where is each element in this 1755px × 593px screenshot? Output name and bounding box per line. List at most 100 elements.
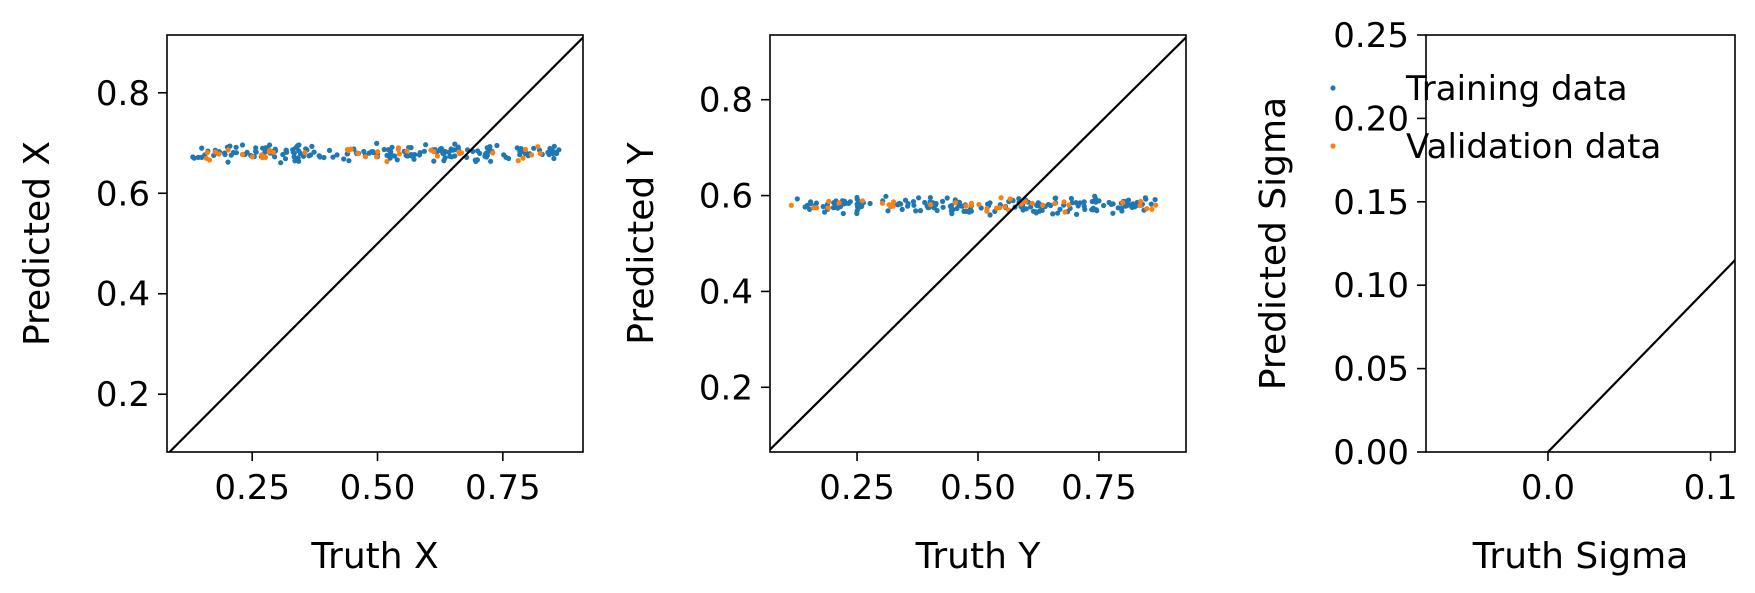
data-point — [404, 153, 411, 159]
identity-line — [1547, 259, 1735, 452]
y-tick-label: 0.25 — [1333, 16, 1409, 56]
data-point — [302, 150, 308, 156]
data-point — [1101, 202, 1107, 209]
data-point — [456, 149, 462, 155]
y-tick-label: 0.15 — [1333, 183, 1409, 223]
data-point — [477, 150, 483, 156]
data-point — [501, 152, 507, 158]
legend-marker — [1330, 143, 1336, 149]
data-point — [854, 201, 860, 207]
data-point — [239, 151, 245, 158]
data-point — [296, 158, 302, 164]
data-point — [311, 149, 317, 155]
data-point — [898, 201, 904, 207]
panel-2: 0.25 0.50 0.75 0.2 0.4 0.6 0.8 Truth Y Predicted… — [621, 34, 1187, 577]
identity-line — [770, 36, 1186, 451]
data-point — [952, 200, 959, 206]
data-point — [494, 142, 500, 149]
data-point — [490, 150, 496, 156]
data-point — [949, 211, 955, 217]
data-point — [1029, 200, 1035, 206]
data-point — [374, 140, 380, 146]
data-point — [267, 142, 273, 148]
series-validation-points — [788, 195, 1159, 215]
y-tick-label: 0.8 — [699, 81, 753, 121]
data-point — [826, 198, 832, 204]
data-point — [998, 195, 1004, 201]
data-point — [807, 201, 814, 207]
data-point — [362, 154, 369, 160]
y-tick-label: 0.4 — [699, 272, 753, 312]
data-point — [522, 146, 529, 153]
data-point — [1120, 200, 1126, 206]
data-point — [431, 158, 437, 164]
data-point — [520, 155, 526, 161]
data-point — [976, 201, 982, 208]
data-point — [1068, 195, 1074, 202]
x-tick-label: 0.50 — [340, 468, 416, 508]
data-point — [1002, 204, 1008, 210]
data-point — [404, 148, 410, 154]
data-point — [1052, 200, 1058, 207]
data-point — [228, 152, 234, 158]
data-point — [854, 194, 860, 201]
data-point — [1142, 195, 1148, 201]
data-point — [1033, 210, 1039, 216]
data-point — [447, 153, 453, 159]
data-point — [309, 143, 315, 149]
data-point — [306, 153, 312, 159]
axes-frame — [1425, 34, 1736, 453]
data-point — [483, 151, 489, 157]
data-point — [794, 196, 800, 202]
data-point — [452, 141, 458, 147]
data-point — [545, 149, 551, 156]
data-point — [1131, 202, 1137, 208]
data-point — [1108, 201, 1114, 207]
legend-entry: Training data — [1330, 69, 1628, 109]
data-point — [1148, 201, 1154, 207]
data-point — [1137, 202, 1143, 209]
data-point — [551, 155, 557, 162]
data-point — [854, 210, 860, 217]
data-point — [547, 145, 553, 152]
data-point — [272, 154, 278, 160]
data-point — [292, 158, 298, 164]
data-point — [1062, 209, 1068, 215]
data-point — [190, 154, 196, 160]
data-point — [283, 149, 289, 155]
y-tick-label: 0.2 — [699, 368, 753, 408]
data-point — [522, 151, 528, 157]
data-point — [899, 206, 905, 212]
data-point — [879, 200, 886, 206]
x-tick-label: 0.0 — [1521, 468, 1575, 508]
data-point — [1152, 197, 1158, 203]
data-point — [807, 206, 813, 212]
legend-label: Validation data — [1406, 127, 1661, 167]
data-point — [847, 199, 853, 205]
data-point — [811, 205, 817, 211]
data-point — [394, 157, 400, 163]
data-point — [291, 150, 297, 156]
data-point — [389, 144, 395, 150]
data-point — [294, 143, 301, 149]
data-point — [917, 208, 924, 214]
data-point — [344, 146, 351, 153]
data-point — [421, 148, 427, 154]
data-point — [321, 154, 327, 161]
data-point — [1138, 198, 1144, 204]
data-point — [267, 147, 273, 154]
y-axis-label: Predicted X — [17, 141, 58, 346]
data-point — [278, 160, 284, 166]
data-point — [831, 200, 837, 206]
data-point — [282, 156, 289, 162]
data-point — [428, 147, 434, 153]
panel-3: 0.0 0.1 0.00 0.05 0.10 0.15 0.20 0.25 Truth Sigm… — [1253, 16, 1738, 577]
data-point — [212, 149, 218, 155]
legend-entry: Validation data — [1330, 127, 1661, 167]
data-point — [553, 149, 559, 155]
x-axis-label: Truth Y — [915, 536, 1042, 577]
data-point — [529, 152, 535, 158]
data-point — [840, 210, 846, 217]
data-point — [967, 207, 973, 213]
data-point — [830, 205, 837, 211]
